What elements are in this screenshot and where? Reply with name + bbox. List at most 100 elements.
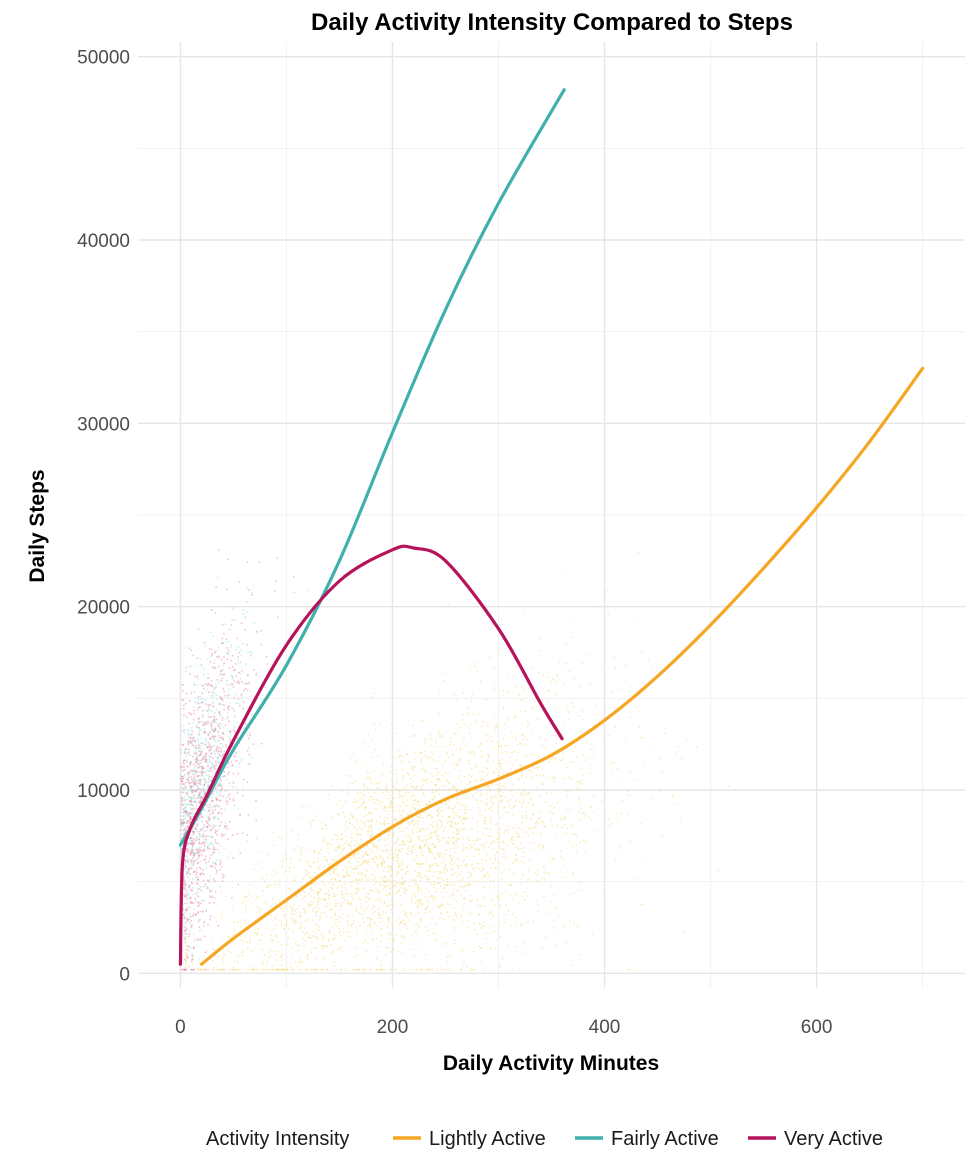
scatter-point <box>223 632 225 635</box>
scatter-point <box>304 860 307 862</box>
scatter-point <box>432 895 435 897</box>
scatter-point <box>499 794 501 796</box>
scatter-point <box>549 752 552 754</box>
scatter-point <box>207 709 210 711</box>
scatter-point <box>285 919 288 922</box>
scatter-point <box>373 722 376 725</box>
scatter-point <box>295 895 298 897</box>
scatter-point <box>307 903 310 905</box>
scatter-point <box>222 668 225 671</box>
scatter-point <box>275 580 278 582</box>
scatter-point <box>201 842 203 844</box>
scatter-point <box>362 917 365 920</box>
scatter-point <box>184 810 187 813</box>
scatter-point <box>255 837 258 840</box>
scatter-point <box>363 801 366 803</box>
scatter-point <box>221 812 223 815</box>
scatter-point <box>251 968 254 971</box>
scatter-point <box>442 879 444 881</box>
scatter-point <box>469 900 472 902</box>
scatter-point <box>406 833 409 836</box>
scatter-point <box>584 815 587 817</box>
scatter-point <box>328 903 331 906</box>
scatter-point <box>189 673 191 675</box>
scatter-point <box>383 900 386 903</box>
scatter-point <box>367 878 369 880</box>
scatter-point <box>458 816 461 819</box>
scatter-point <box>356 872 359 875</box>
scatter-point <box>445 840 448 843</box>
scatter-point <box>195 697 197 699</box>
scatter-point <box>210 703 213 706</box>
scatter-point <box>467 920 469 922</box>
scatter-point <box>180 748 183 751</box>
scatter-point <box>467 706 469 709</box>
scatter-point <box>393 893 395 896</box>
scatter-point <box>363 968 366 971</box>
scatter-point <box>467 795 470 798</box>
scatter-point <box>512 861 514 864</box>
scatter-point <box>379 876 381 879</box>
scatter-point <box>489 858 492 860</box>
scatter-point <box>567 710 570 713</box>
scatter-point <box>312 861 315 864</box>
scatter-point <box>503 831 505 834</box>
scatter-point <box>677 746 680 748</box>
scatter-point <box>378 890 380 893</box>
scatter-point <box>223 672 226 675</box>
scatter-point <box>408 919 411 922</box>
scatter-point <box>190 775 193 778</box>
scatter-point <box>445 759 447 762</box>
scatter-point <box>381 823 384 825</box>
scatter-point <box>518 763 521 766</box>
scatter-point <box>208 780 211 783</box>
scatter-point <box>362 862 364 864</box>
scatter-point <box>443 762 446 764</box>
scatter-point <box>501 729 503 732</box>
scatter-point <box>348 775 351 778</box>
scatter-point <box>393 806 395 809</box>
scatter-point <box>197 759 200 762</box>
scatter-point <box>385 893 388 896</box>
scatter-point <box>434 932 437 935</box>
scatter-point <box>439 872 441 875</box>
scatter-point <box>409 735 412 738</box>
scatter-point <box>434 832 436 835</box>
scatter-point <box>430 773 433 776</box>
scatter-point <box>316 892 319 894</box>
scatter-point <box>401 884 404 887</box>
scatter-point <box>310 889 313 892</box>
scatter-point <box>354 968 357 971</box>
scatter-point <box>365 851 368 854</box>
scatter-point <box>421 767 424 770</box>
scatter-point <box>359 924 361 927</box>
scatter-point <box>389 879 391 881</box>
scatter-point <box>420 920 422 923</box>
scatter-point <box>195 835 198 838</box>
scatter-point <box>452 787 454 789</box>
scatter-point <box>512 827 515 829</box>
scatter-point <box>402 910 405 913</box>
scatter-point <box>384 911 387 914</box>
scatter-point <box>203 755 206 758</box>
scatter-point <box>317 898 320 901</box>
scatter-point <box>555 693 558 696</box>
scatter-point <box>568 599 571 601</box>
scatter-point <box>218 794 221 797</box>
scatter-point <box>190 960 193 963</box>
scatter-point <box>623 680 626 682</box>
scatter-point <box>522 800 525 803</box>
scatter-point <box>363 740 366 743</box>
scatter-point <box>434 784 436 787</box>
scatter-point <box>418 845 421 848</box>
scatter-point <box>413 848 416 851</box>
scatter-point <box>387 904 390 907</box>
scatter-point <box>180 811 183 814</box>
scatter-point <box>428 850 430 853</box>
scatter-point <box>417 823 420 825</box>
scatter-point <box>196 967 199 970</box>
scatter-point <box>351 868 354 870</box>
scatter-point <box>192 902 195 904</box>
scatter-point <box>383 823 386 826</box>
scatter-point <box>489 821 492 824</box>
